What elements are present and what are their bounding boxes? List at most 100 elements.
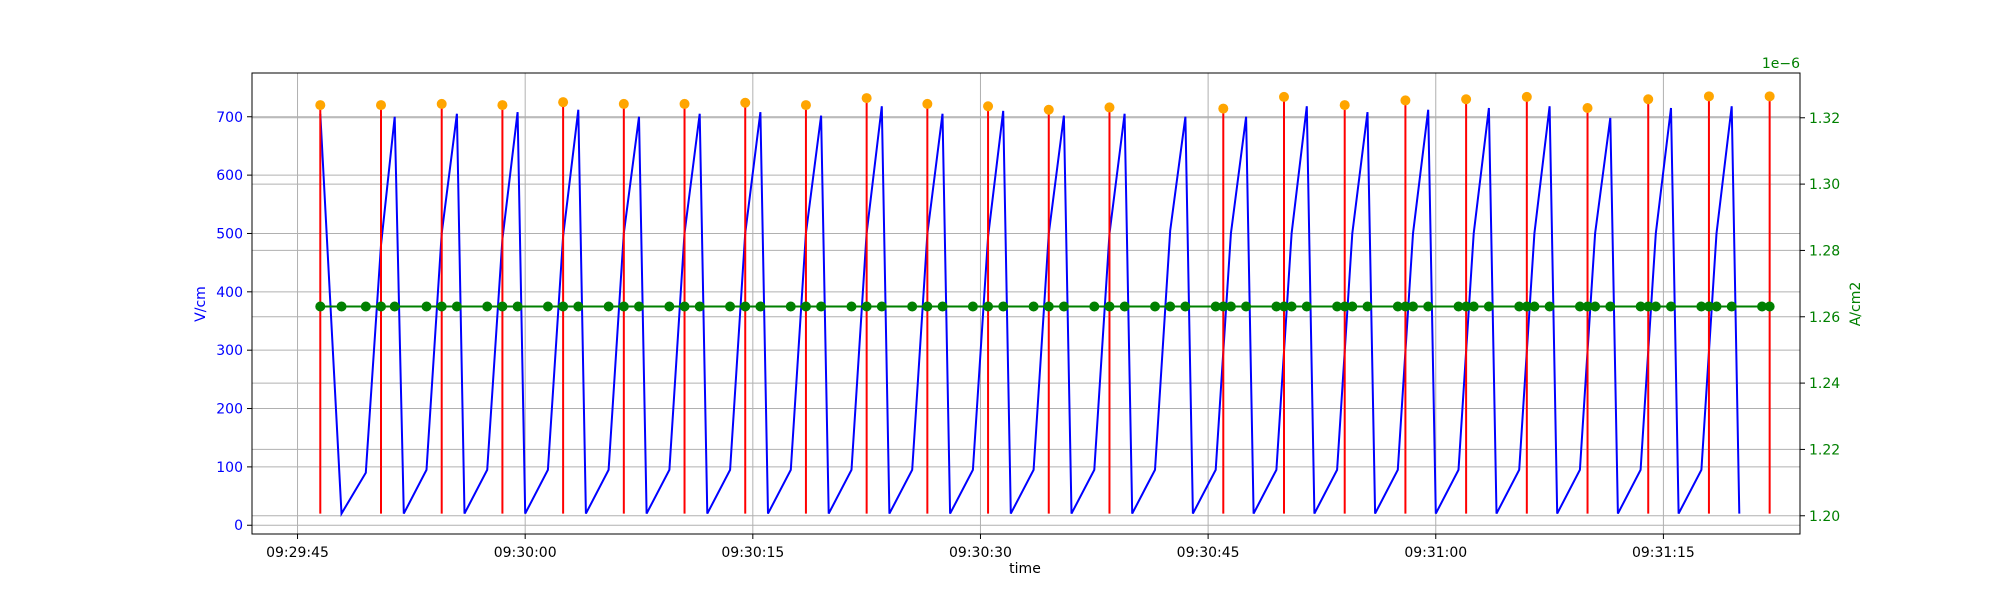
current-point <box>1347 301 1358 312</box>
current-point <box>1453 301 1464 312</box>
peak-point <box>1703 91 1714 102</box>
current-point <box>983 301 994 312</box>
current-point <box>389 301 400 312</box>
peak-point <box>1218 103 1229 114</box>
current-point <box>1279 301 1289 312</box>
current-point <box>1180 301 1191 312</box>
peak-point <box>1582 103 1593 114</box>
current-point <box>1271 301 1282 312</box>
current-point <box>1643 301 1654 312</box>
current-point <box>1400 301 1411 312</box>
current-point <box>603 301 614 312</box>
current-point <box>1241 301 1252 312</box>
x-tick-label: 09:30:30 <box>949 545 1012 561</box>
current-point <box>1468 301 1479 312</box>
peak-point <box>558 97 569 108</box>
current-point <box>846 301 857 312</box>
right-y-tick-label: 1.24 <box>1809 376 1840 392</box>
peak-point <box>861 93 872 104</box>
current-point <box>1043 301 1054 312</box>
left-y-tick-label: 400 <box>216 285 243 301</box>
current-point <box>315 301 326 312</box>
current-point <box>922 301 933 312</box>
current-point <box>1635 301 1646 312</box>
current-point <box>1666 301 1676 312</box>
current-point <box>1726 301 1737 312</box>
current-point <box>497 301 508 312</box>
current-point <box>421 301 432 312</box>
peak-point <box>1043 104 1054 115</box>
peak-point <box>376 100 386 111</box>
peak-point <box>800 100 811 111</box>
current-point <box>679 301 690 312</box>
peak-point <box>740 97 751 108</box>
right-y-tick-label: 1.32 <box>1809 111 1840 127</box>
current-point <box>755 301 766 312</box>
current-point <box>482 301 493 312</box>
current-point <box>1711 301 1722 312</box>
current-point <box>1339 301 1350 312</box>
current-point <box>542 301 553 312</box>
peak-point <box>618 98 629 109</box>
right-y-tick-label: 1.28 <box>1809 243 1840 259</box>
current-point <box>1028 301 1039 312</box>
left-y-axis-label: V/cm <box>193 286 209 322</box>
current-point <box>1757 301 1768 312</box>
peak-point <box>1764 91 1775 102</box>
current-point <box>558 301 569 312</box>
current-point <box>634 301 644 312</box>
left-y-tick-label: 100 <box>216 460 243 476</box>
peak-point <box>1643 94 1654 105</box>
current-point <box>451 301 462 312</box>
current-point <box>360 301 371 312</box>
peak-point <box>1104 102 1115 113</box>
current-point <box>1119 301 1130 312</box>
current-point <box>1529 301 1540 312</box>
left-y-tick-label: 500 <box>216 226 243 242</box>
current-point <box>1301 301 1312 312</box>
current-point <box>1210 301 1221 312</box>
current-point <box>1574 301 1585 312</box>
x-tick-label: 09:29:45 <box>266 545 329 561</box>
current-point <box>725 301 736 312</box>
current-point <box>1544 301 1555 312</box>
current-point <box>1286 301 1297 312</box>
peak-point <box>1339 100 1350 111</box>
peak-point <box>1461 94 1472 105</box>
left-y-tick-label: 600 <box>216 168 243 184</box>
x-tick-label: 09:30:45 <box>1177 545 1240 561</box>
x-tick-label: 09:31:00 <box>1404 545 1467 561</box>
current-point <box>1408 301 1418 312</box>
current-point <box>998 301 1009 312</box>
x-tick-label: 09:30:00 <box>494 545 557 561</box>
current-point <box>1461 301 1472 312</box>
peak-point <box>315 100 326 111</box>
left-y-tick-label: 300 <box>216 343 243 359</box>
current-point <box>1104 301 1115 312</box>
current-point <box>1605 301 1616 312</box>
left-y-tick-label: 200 <box>216 402 243 418</box>
current-point <box>1150 301 1160 312</box>
current-point <box>1058 301 1069 312</box>
current-point <box>1392 301 1403 312</box>
current-point <box>937 301 948 312</box>
current-point <box>436 301 447 312</box>
peak-point <box>1279 91 1289 102</box>
current-point <box>1362 301 1373 312</box>
current-point <box>376 301 386 312</box>
right-y-tick-label: 1.22 <box>1809 442 1840 458</box>
current-point <box>512 301 523 312</box>
current-point <box>785 301 796 312</box>
left-y-tick-label: 700 <box>216 110 243 126</box>
right-y-tick-label: 1.20 <box>1809 509 1840 525</box>
current-point <box>967 301 978 312</box>
current-point <box>1582 301 1593 312</box>
current-point <box>876 301 887 312</box>
current-point <box>861 301 872 312</box>
current-point <box>816 301 827 312</box>
current-point <box>618 301 629 312</box>
right-y-axis-label: A/cm2 <box>1848 282 1864 327</box>
current-point <box>336 301 347 312</box>
field-series-line <box>319 106 1741 517</box>
